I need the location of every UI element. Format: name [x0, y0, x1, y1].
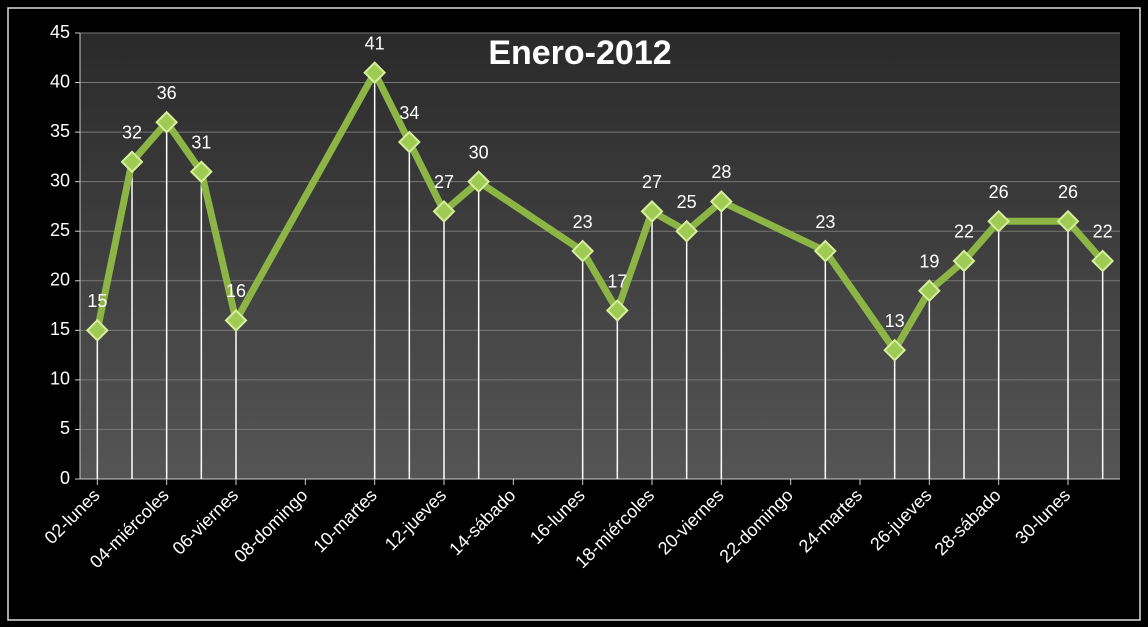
data-label: 28 — [711, 162, 731, 182]
marker — [467, 170, 491, 194]
data-label: 41 — [365, 33, 385, 53]
data-label: 22 — [1093, 222, 1113, 242]
marker — [813, 239, 837, 263]
data-label: 32 — [122, 123, 142, 143]
data-label: 13 — [885, 311, 905, 331]
y-tick-label: 20 — [50, 270, 70, 290]
y-tick-label: 45 — [50, 22, 70, 42]
marker — [571, 239, 595, 263]
marker — [883, 338, 907, 362]
chart-title: Enero-2012 — [488, 34, 671, 72]
data-label: 23 — [815, 212, 835, 232]
y-tick-label: 0 — [60, 468, 70, 488]
data-label: 22 — [954, 222, 974, 242]
y-tick-label: 25 — [50, 220, 70, 240]
marker — [155, 110, 179, 134]
marker — [952, 249, 976, 273]
marker — [1091, 249, 1115, 273]
y-tick-label: 40 — [50, 71, 70, 91]
marker — [120, 150, 144, 174]
plot-area — [80, 33, 1120, 479]
data-label: 26 — [1058, 182, 1078, 202]
data-label: 30 — [469, 142, 489, 162]
marker — [1056, 209, 1080, 233]
data-label: 26 — [989, 182, 1009, 202]
data-label: 23 — [573, 212, 593, 232]
data-label: 27 — [434, 172, 454, 192]
y-tick-label: 5 — [60, 418, 70, 438]
marker — [640, 199, 664, 223]
data-label: 34 — [399, 103, 419, 123]
marker — [189, 160, 213, 184]
data-label: 19 — [919, 251, 939, 271]
data-label: 36 — [157, 83, 177, 103]
marker — [709, 190, 733, 213]
y-tick-label: 35 — [50, 121, 70, 141]
marker — [85, 318, 109, 342]
marker — [432, 199, 456, 223]
marker — [397, 130, 421, 154]
y-tick-label: 15 — [50, 319, 70, 339]
data-label: 27 — [642, 172, 662, 192]
y-tick-label: 30 — [50, 170, 70, 190]
data-label: 16 — [226, 281, 246, 301]
marker — [605, 299, 629, 322]
marker — [917, 279, 941, 303]
marker — [987, 209, 1011, 233]
marker — [675, 219, 699, 243]
y-tick-label: 10 — [50, 369, 70, 389]
data-label: 17 — [607, 271, 627, 291]
marker — [363, 61, 387, 85]
data-label: 31 — [191, 133, 211, 153]
data-label: 25 — [677, 192, 697, 212]
data-label: 15 — [87, 291, 107, 311]
marker — [224, 309, 248, 332]
